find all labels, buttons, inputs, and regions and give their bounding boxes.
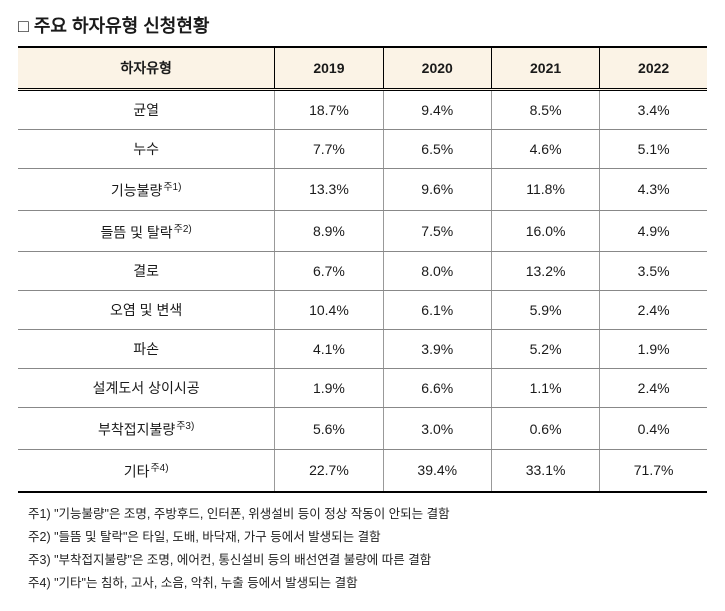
cell-value: 3.0%	[383, 408, 491, 450]
footnote: 주4) "기타"는 침하, 고사, 소음, 악취, 누출 등에서 발생되는 결함	[28, 572, 697, 595]
footnote-ref: 주4)	[150, 463, 168, 474]
cell-value: 5.1%	[600, 130, 707, 169]
cell-value: 3.9%	[383, 330, 491, 369]
cell-value: 4.9%	[600, 210, 707, 252]
cell-value: 4.6%	[491, 130, 599, 169]
table-row: 부착접지불량주3)5.6%3.0%0.6%0.4%	[18, 408, 707, 450]
cell-value: 11.8%	[491, 169, 599, 211]
row-label: 결로	[18, 252, 275, 291]
cell-value: 4.1%	[275, 330, 383, 369]
cell-value: 3.5%	[600, 252, 707, 291]
col-header: 2022	[600, 47, 707, 90]
cell-value: 6.1%	[383, 291, 491, 330]
cell-value: 5.6%	[275, 408, 383, 450]
table-row: 파손4.1%3.9%5.2%1.9%	[18, 330, 707, 369]
row-label: 파손	[18, 330, 275, 369]
cell-value: 2.4%	[600, 369, 707, 408]
cell-value: 13.3%	[275, 169, 383, 211]
cell-value: 33.1%	[491, 449, 599, 491]
cell-value: 10.4%	[275, 291, 383, 330]
cell-value: 8.5%	[491, 90, 599, 130]
footnote: 주3) "부착접지불량"은 조명, 에어컨, 통신설비 등의 배선연결 불량에 …	[28, 549, 697, 572]
row-label: 설계도서 상이시공	[18, 369, 275, 408]
cell-value: 8.9%	[275, 210, 383, 252]
footnote-ref: 주1)	[163, 182, 181, 193]
cell-value: 1.9%	[275, 369, 383, 408]
table-header-row: 하자유형 2019 2020 2021 2022	[18, 47, 707, 90]
cell-value: 3.4%	[600, 90, 707, 130]
table-row: 누수7.7%6.5%4.6%5.1%	[18, 130, 707, 169]
cell-value: 4.3%	[600, 169, 707, 211]
cell-value: 71.7%	[600, 449, 707, 491]
col-header: 2019	[275, 47, 383, 90]
cell-value: 0.4%	[600, 408, 707, 450]
cell-value: 9.6%	[383, 169, 491, 211]
cell-value: 5.9%	[491, 291, 599, 330]
row-label: 균열	[18, 90, 275, 130]
row-label: 기능불량주1)	[18, 169, 275, 211]
footnote-ref: 주2)	[174, 224, 192, 235]
row-label: 기타주4)	[18, 449, 275, 491]
cell-value: 22.7%	[275, 449, 383, 491]
cell-value: 8.0%	[383, 252, 491, 291]
row-label: 누수	[18, 130, 275, 169]
table-row: 균열18.7%9.4%8.5%3.4%	[18, 90, 707, 130]
cell-value: 2.4%	[600, 291, 707, 330]
row-label: 오염 및 변색	[18, 291, 275, 330]
cell-value: 16.0%	[491, 210, 599, 252]
cell-value: 7.5%	[383, 210, 491, 252]
table-row: 기타주4)22.7%39.4%33.1%71.7%	[18, 449, 707, 491]
cell-value: 1.9%	[600, 330, 707, 369]
table-row: 결로6.7%8.0%13.2%3.5%	[18, 252, 707, 291]
table-row: 기능불량주1)13.3%9.6%11.8%4.3%	[18, 169, 707, 211]
cell-value: 7.7%	[275, 130, 383, 169]
row-label: 부착접지불량주3)	[18, 408, 275, 450]
table-row: 들뜸 및 탈락주2)8.9%7.5%16.0%4.9%	[18, 210, 707, 252]
row-label: 들뜸 및 탈락주2)	[18, 210, 275, 252]
defect-table: 하자유형 2019 2020 2021 2022 균열18.7%9.4%8.5%…	[18, 46, 707, 493]
cell-value: 5.2%	[491, 330, 599, 369]
cell-value: 18.7%	[275, 90, 383, 130]
cell-value: 1.1%	[491, 369, 599, 408]
col-header: 2020	[383, 47, 491, 90]
footnote: 주2) "들뜸 및 탈락"은 타일, 도배, 바닥재, 가구 등에서 발생되는 …	[28, 526, 697, 549]
cell-value: 6.5%	[383, 130, 491, 169]
cell-value: 13.2%	[491, 252, 599, 291]
footnotes: 주1) "기능불량"은 조명, 주방후드, 인터폰, 위생설비 등이 정상 작동…	[18, 495, 707, 600]
table-row: 오염 및 변색10.4%6.1%5.9%2.4%	[18, 291, 707, 330]
table-row: 설계도서 상이시공1.9%6.6%1.1%2.4%	[18, 369, 707, 408]
cell-value: 39.4%	[383, 449, 491, 491]
cell-value: 6.7%	[275, 252, 383, 291]
page-title: □ 주요 하자유형 신청현황	[18, 12, 707, 38]
footnote-ref: 주3)	[176, 421, 194, 432]
col-header: 2021	[491, 47, 599, 90]
col-header: 하자유형	[18, 47, 275, 90]
cell-value: 9.4%	[383, 90, 491, 130]
footnote: 주1) "기능불량"은 조명, 주방후드, 인터폰, 위생설비 등이 정상 작동…	[28, 503, 697, 526]
cell-value: 0.6%	[491, 408, 599, 450]
cell-value: 6.6%	[383, 369, 491, 408]
